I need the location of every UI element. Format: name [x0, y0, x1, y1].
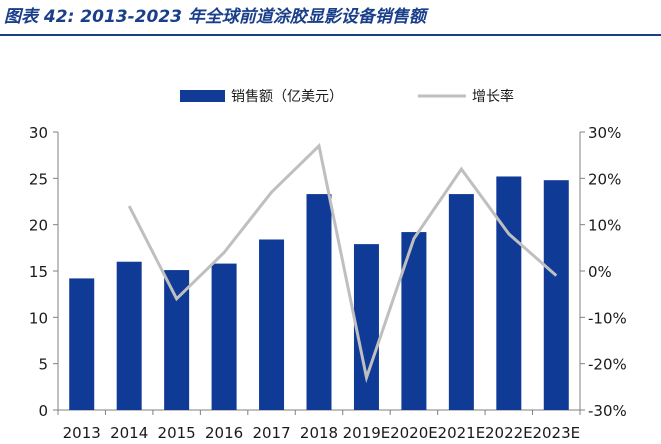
sales-bar [496, 176, 522, 410]
sales-bar [543, 180, 569, 410]
x-tick-label: 2017 [252, 424, 290, 442]
x-tick-label: 2021E [438, 424, 486, 442]
y-left-tick-label: 5 [38, 356, 48, 374]
y-right-tick-label: -20% [588, 356, 627, 374]
y-right-tick-label: -30% [588, 402, 627, 420]
x-tick-label: 2022E [485, 424, 533, 442]
y-left-tick-label: 20 [29, 217, 48, 235]
title-divider [0, 34, 661, 36]
x-tick-label: 2013 [63, 424, 101, 442]
y-right-tick-label: 0% [588, 263, 612, 281]
x-tick-label: 2015 [158, 424, 196, 442]
sales-bar [353, 244, 379, 410]
sales-bar [164, 270, 190, 410]
x-tick-label: 2019E [343, 424, 391, 442]
bar-series [69, 176, 569, 410]
x-tick-label: 2023E [532, 424, 580, 442]
legend-label-bar: 销售额（亿美元） [231, 89, 343, 105]
x-tick-label: 2020E [390, 424, 438, 442]
sales-bar [69, 278, 95, 410]
legend-swatch-bar [180, 90, 225, 102]
y-right-tick-label: -10% [588, 309, 627, 327]
figure-title: 图表 42: 2013-2023 年全球前道涂胶显影设备销售额 [4, 7, 426, 27]
x-tick-label: 2014 [110, 424, 148, 442]
y-left-tick-label: 10 [29, 309, 48, 327]
sales-bar [259, 239, 285, 410]
chart-axes: 0 5 10 15 20 25 30 -30% -20% -10% 0% 10% 20% 30% 2013 2… [29, 124, 627, 442]
sales-bar [448, 194, 474, 410]
y-left-tick-label: 30 [29, 124, 48, 142]
y-right-tick-label: 20% [588, 170, 621, 188]
y-right-tick-label: 30% [588, 124, 621, 142]
line-series [127, 142, 558, 384]
y-left-tick-label: 0 [38, 402, 48, 420]
sales-bar [401, 232, 427, 410]
y-left-tick-label: 15 [29, 263, 48, 281]
legend-label-line: 增长率 [472, 88, 514, 105]
sales-bar [211, 263, 237, 410]
y-left-tick-label: 25 [29, 170, 48, 188]
growth-rate-line [127, 142, 558, 384]
x-tick-label: 2018 [300, 424, 338, 442]
sales-bar [306, 194, 332, 410]
y-right-tick-label: 10% [588, 217, 621, 235]
chart-legend: 销售额（亿美元） 增长率 [180, 88, 514, 105]
x-tick-label: 2016 [205, 424, 243, 442]
sales-bar [116, 261, 142, 410]
